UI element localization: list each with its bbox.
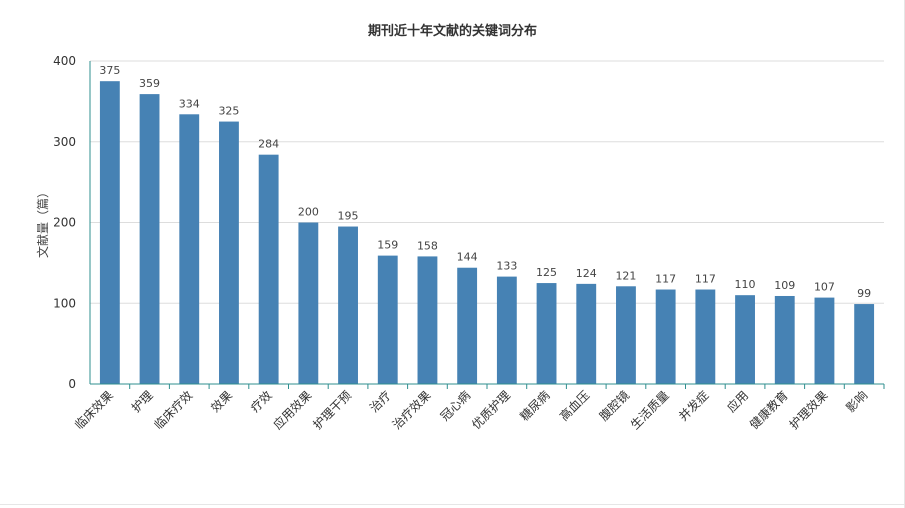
chart-title: 期刊近十年文献的关键词分布: [367, 24, 537, 39]
bar: [854, 304, 875, 384]
bar: [99, 81, 120, 384]
data-label: 284: [258, 138, 279, 151]
data-label: 110: [735, 278, 756, 291]
bar: [139, 94, 160, 385]
data-label: 159: [377, 239, 398, 252]
data-label: 200: [298, 206, 319, 219]
bar: [338, 226, 358, 384]
x-tick-label: 优质护理: [469, 388, 513, 432]
y-tick-label: 100: [53, 296, 76, 310]
x-tick-label: 生活质量: [628, 388, 672, 432]
data-label: 325: [218, 105, 239, 118]
x-tick-label: 护理: [129, 388, 156, 415]
bar: [496, 276, 517, 384]
bar: [457, 267, 478, 384]
data-label: 109: [774, 279, 795, 292]
data-label: 99: [857, 287, 871, 300]
grid-lines: [90, 60, 884, 304]
bar-series: [99, 81, 875, 385]
bar: [536, 283, 557, 384]
x-tick-label: 治疗效果: [389, 388, 434, 433]
x-tick-label: 应用效果: [270, 388, 315, 433]
data-label: 359: [139, 77, 160, 90]
x-tick-label: 护理干预: [310, 388, 354, 432]
data-label: 375: [99, 64, 120, 77]
bar: [298, 222, 319, 384]
data-label: 107: [814, 281, 835, 294]
data-label: 117: [695, 273, 716, 286]
x-tick-label: 疗效: [247, 388, 275, 416]
data-label: 334: [179, 97, 200, 110]
x-tick-label: 并发症: [675, 388, 711, 424]
y-tick-label: 0: [68, 377, 76, 391]
bar: [179, 114, 200, 385]
x-tick-label: 应用: [724, 388, 752, 416]
data-label: 117: [655, 273, 676, 286]
bottom-border: [0, 504, 905, 505]
data-label: 124: [576, 267, 597, 280]
data-label: 158: [417, 239, 438, 252]
bar: [417, 256, 438, 384]
y-tick-label: 400: [53, 54, 76, 68]
x-tick-label: 高血压: [556, 388, 592, 424]
data-label: 125: [536, 266, 557, 279]
x-tick-label: 糖尿病: [517, 388, 553, 424]
data-label: 195: [338, 210, 359, 223]
bar: [219, 121, 239, 384]
x-tick-label: 护理效果: [786, 388, 831, 433]
x-tick-label: 冠心病: [437, 388, 473, 424]
bar: [576, 283, 597, 384]
bar: [695, 289, 716, 384]
x-tick-label: 影响: [843, 388, 871, 416]
bar: [655, 289, 676, 384]
bar: [774, 295, 795, 384]
data-label: 121: [615, 269, 636, 282]
bar: [616, 286, 636, 384]
bar: [258, 154, 279, 384]
bar: [814, 297, 835, 384]
y-tick-label: 200: [53, 216, 76, 230]
x-tick-label: 效果: [207, 388, 235, 416]
x-tick-label: 治疗: [367, 388, 394, 415]
y-axis-label: 文献量（篇）: [35, 186, 50, 258]
x-tick-label: 临床疗效: [151, 388, 196, 433]
data-label: 144: [457, 251, 478, 264]
data-label: 133: [496, 260, 517, 273]
x-tick-label: 腹腔镜: [596, 388, 632, 424]
data-labels: 375 359 334 325 284 200 195 159 158 144 133 125 124 1…: [99, 64, 871, 300]
x-tick-label: 临床效果: [71, 388, 116, 433]
y-tick-label: 300: [53, 135, 76, 149]
bar: [377, 255, 398, 384]
bar: [735, 295, 755, 384]
x-tick-label: 健康教育: [746, 388, 791, 433]
